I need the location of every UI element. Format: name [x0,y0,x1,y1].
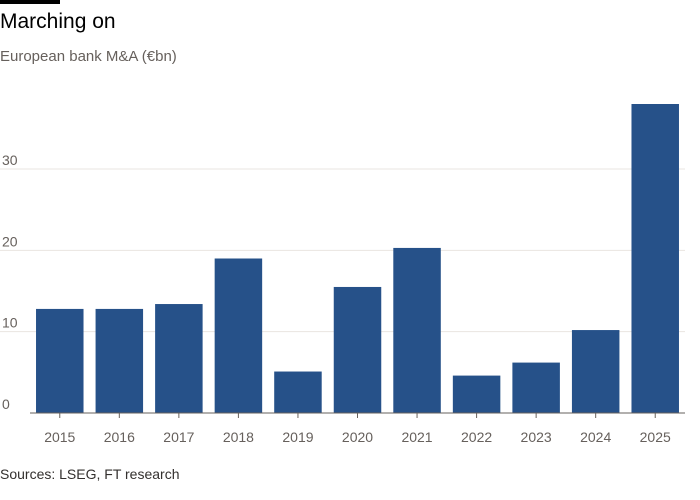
x-tick-label-2019: 2019 [282,429,313,445]
bar-2016 [95,308,144,413]
x-tick-label-2025: 2025 [640,429,671,445]
y-tick-label-0: 0 [2,396,10,412]
x-tick-label-2017: 2017 [163,429,194,445]
x-tick-label-2021: 2021 [401,429,432,445]
x-tick-label-2022: 2022 [461,429,492,445]
bar-2018 [214,258,263,413]
bar-2021 [393,247,441,413]
x-tick-label-2024: 2024 [580,429,611,445]
y-tick-label-10: 10 [2,315,18,331]
bar-2025 [631,104,679,413]
chart-subtitle: European bank M&A (€bn) [0,48,177,65]
x-tick-label-2016: 2016 [104,429,135,445]
bar-2022 [452,375,501,413]
header-rule [0,0,60,4]
x-tick-label-2023: 2023 [521,429,552,445]
bar-2023 [512,362,560,413]
bar-2017 [155,304,203,413]
x-tick-label-2020: 2020 [342,429,373,445]
bar-2020 [333,286,382,413]
bar-2015 [36,308,84,413]
chart-title: Marching on [0,10,116,33]
bar-2019 [274,371,322,413]
y-tick-label-30: 30 [2,152,18,168]
x-tick-label-2015: 2015 [44,429,75,445]
x-tick-label-2018: 2018 [223,429,254,445]
bar-2024 [571,330,620,413]
y-tick-label-20: 20 [2,233,18,249]
source-note: Sources: LSEG, FT research [0,466,180,482]
